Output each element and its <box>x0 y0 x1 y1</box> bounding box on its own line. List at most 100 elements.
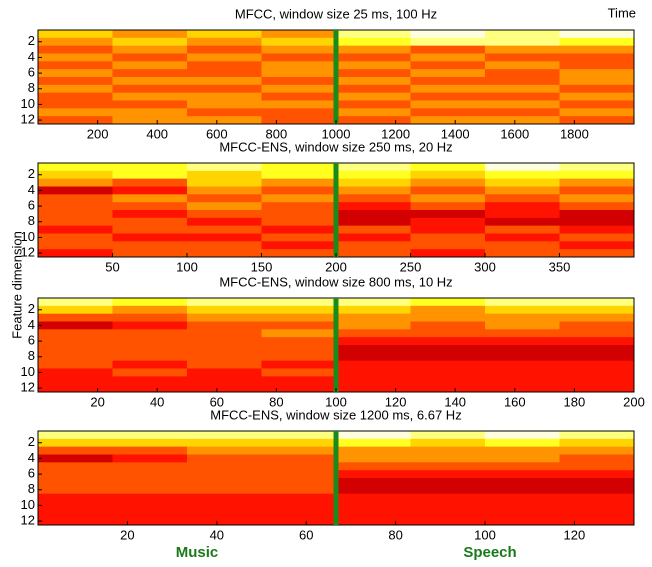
heat-cell <box>485 352 560 362</box>
x-tick-label: 120 <box>564 527 586 542</box>
x-tick-label: 200 <box>623 394 645 409</box>
heat-cell <box>38 194 113 203</box>
heat-cell <box>559 37 635 47</box>
heat-cell <box>112 225 188 234</box>
heat-cell <box>38 30 113 39</box>
heat-cell <box>38 61 113 70</box>
heat-cell <box>38 186 113 195</box>
heat-cell <box>261 108 337 117</box>
heat-cell <box>336 298 411 307</box>
heat-cell <box>559 225 635 234</box>
heat-cell <box>38 100 113 109</box>
heat-cell <box>187 438 262 448</box>
heat-cell <box>336 485 411 495</box>
x-tick-label: 100 <box>325 394 347 409</box>
heat-cell <box>38 202 113 211</box>
heat-cell <box>410 470 486 479</box>
heat-cell <box>187 384 262 393</box>
heat-cell <box>336 53 411 62</box>
heat-cell <box>336 108 411 117</box>
heat-cell <box>38 108 113 117</box>
heat-cell <box>336 517 411 526</box>
heat-cell <box>410 478 486 487</box>
heat-cell <box>559 368 635 377</box>
heat-cell <box>485 84 560 94</box>
heat-cell <box>187 45 262 54</box>
heat-cell <box>112 298 188 307</box>
heat-cell <box>336 493 411 502</box>
heat-cell <box>38 517 113 526</box>
y-tick-label: 10 <box>21 229 35 244</box>
y-tick-label: 2 <box>28 301 35 316</box>
x-tick-label: 60 <box>299 527 313 542</box>
heat-cell <box>261 462 337 471</box>
heat-cell <box>410 438 486 448</box>
heat-cell <box>485 321 560 330</box>
heat-cell <box>187 53 262 62</box>
heat-cell <box>261 509 337 518</box>
heat-cell <box>261 163 337 172</box>
heat-cell <box>38 313 113 322</box>
heat-cell <box>261 178 337 187</box>
heat-cell <box>261 77 337 86</box>
heat-cell <box>410 217 486 227</box>
heat-cell <box>261 368 337 377</box>
heat-cell <box>38 470 113 479</box>
heat-cell <box>38 329 113 338</box>
heat-cell <box>187 186 262 195</box>
y-axis-label: Feature dimension <box>9 231 24 339</box>
heat-cell <box>38 217 113 227</box>
heat-cell <box>485 305 560 315</box>
heat-cell <box>410 321 486 330</box>
heat-cell <box>336 163 411 172</box>
heat-cell <box>187 194 262 203</box>
heat-cell <box>485 501 560 510</box>
heat-cell <box>38 431 113 440</box>
heat-cell <box>336 321 411 330</box>
heat-cell <box>187 478 262 487</box>
heat-cell <box>38 37 113 47</box>
y-tick-label: 12 <box>21 513 35 528</box>
heat-cell <box>187 61 262 70</box>
heat-cell <box>187 30 262 39</box>
heat-cell <box>112 478 188 487</box>
y-tick-label: 8 <box>28 348 35 363</box>
heat-cell <box>410 249 486 258</box>
heat-cell <box>559 92 635 101</box>
heat-cell <box>261 313 337 322</box>
heat-cell <box>559 178 635 187</box>
heat-cell <box>410 517 486 526</box>
heat-cell <box>112 446 188 455</box>
heat-cell <box>38 305 113 315</box>
heat-cell <box>261 45 337 54</box>
heat-cell <box>559 202 635 211</box>
heat-cell <box>187 305 262 315</box>
heat-cell <box>485 431 560 440</box>
x-tick-label: 140 <box>444 394 466 409</box>
heat-cell <box>38 438 113 448</box>
heat-cell <box>261 454 337 463</box>
heat-cell <box>485 337 560 346</box>
heat-cell <box>261 446 337 455</box>
heat-cell <box>336 431 411 440</box>
chart-title: MFCC-ENS, window size 800 ms, 10 Hz <box>219 274 452 289</box>
heat-cell <box>112 501 188 510</box>
heat-cell <box>187 431 262 440</box>
heat-cell <box>485 446 560 455</box>
heat-cell <box>410 170 486 180</box>
y-tick-label: 6 <box>28 466 35 481</box>
heat-cell <box>112 170 188 180</box>
heat-cell <box>187 241 262 250</box>
heat-cell <box>336 92 411 101</box>
heat-cell <box>410 485 486 495</box>
heat-cell <box>38 368 113 377</box>
heat-cell <box>336 194 411 203</box>
x-tick-label: 80 <box>269 394 283 409</box>
x-tick-label: 80 <box>388 527 402 542</box>
y-tick-label: 6 <box>28 333 35 348</box>
heat-cell <box>485 249 560 258</box>
heat-cell <box>559 431 635 440</box>
heat-cell <box>336 337 411 346</box>
heat-cell <box>410 233 486 242</box>
heat-cell <box>559 501 635 510</box>
